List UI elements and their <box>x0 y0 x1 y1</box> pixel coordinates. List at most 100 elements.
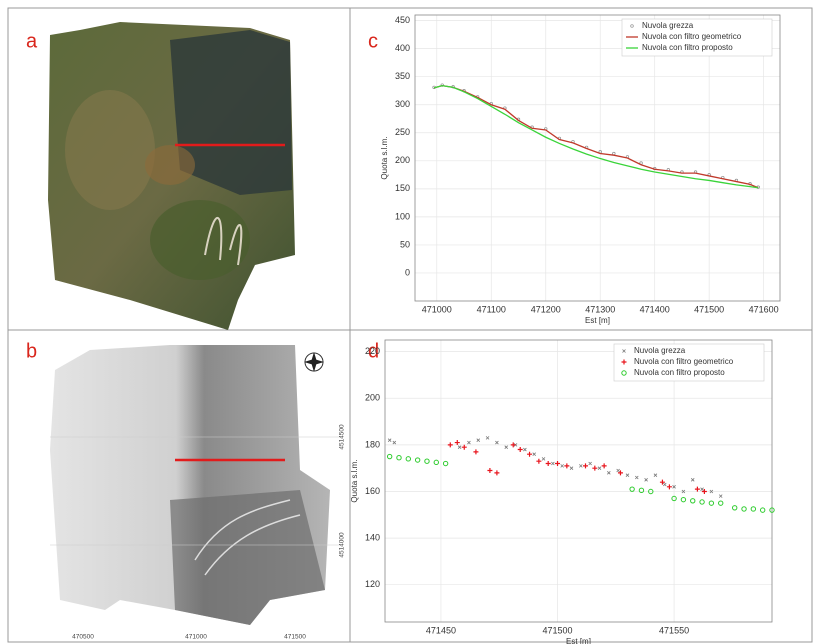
plot-area <box>385 340 772 622</box>
point <box>387 454 391 458</box>
x-tick-label: 471100 <box>477 304 506 314</box>
point <box>406 457 410 461</box>
point <box>760 508 764 512</box>
point <box>455 440 460 445</box>
x-tick-label: 471500 <box>694 304 724 314</box>
point <box>511 442 516 447</box>
point <box>654 474 657 477</box>
point <box>397 455 401 459</box>
legend-label: Nuvola con filtro geometrico <box>642 32 742 41</box>
point <box>645 478 648 481</box>
panel-label: a <box>26 30 38 52</box>
point <box>494 470 499 475</box>
point <box>527 452 532 457</box>
point <box>607 471 610 474</box>
point <box>691 499 695 503</box>
y-tick-label: 220 <box>365 346 380 356</box>
x-axis-label: Est [m] <box>585 316 610 325</box>
point <box>639 488 643 492</box>
point <box>681 497 685 501</box>
y-tick-label: 100 <box>395 211 410 221</box>
y-axis-label: Quota s.l.m. <box>380 136 389 179</box>
point <box>592 466 597 471</box>
point <box>663 483 666 486</box>
x-tick-label: 471450 <box>426 625 456 635</box>
y-tick-label: 50 <box>400 239 410 249</box>
map-tick-label: 471000 <box>185 634 207 641</box>
y-tick-label: 400 <box>395 43 410 53</box>
map-tick-label: 4514000 <box>339 532 346 558</box>
map-tick-label: 471500 <box>284 634 306 641</box>
point <box>635 476 638 479</box>
point <box>434 460 438 464</box>
y-tick-label: 120 <box>365 579 380 589</box>
point <box>719 501 723 505</box>
line <box>434 86 758 188</box>
point <box>667 484 672 489</box>
point <box>393 441 396 444</box>
point <box>462 445 467 450</box>
figure: a b 470500 471000 471500 4514500 4514000… <box>0 0 813 644</box>
point <box>546 461 551 466</box>
point <box>742 507 746 511</box>
y-tick-label: 350 <box>395 71 410 81</box>
point <box>630 487 634 491</box>
x-tick-label: 471200 <box>531 304 561 314</box>
panel-label: b <box>26 340 37 362</box>
point <box>486 436 489 439</box>
x-tick-label: 471600 <box>749 304 779 314</box>
point <box>388 439 391 442</box>
point <box>523 448 526 451</box>
page: {"panels": {"a": "a", "b": "b", "c": "c"… <box>0 0 813 644</box>
point <box>505 446 508 449</box>
point <box>495 441 498 444</box>
point <box>533 453 536 456</box>
x-tick-label: 471550 <box>659 625 689 635</box>
point <box>415 458 419 462</box>
point <box>536 459 541 464</box>
y-axis-label: Quota s.l.m. <box>350 459 359 502</box>
point <box>695 487 700 492</box>
y-tick-label: 450 <box>395 15 410 25</box>
point <box>602 463 607 468</box>
y-tick-label: 150 <box>395 183 410 193</box>
point <box>751 507 755 511</box>
point <box>477 439 480 442</box>
legend-label: Nuvola grezza <box>642 21 694 30</box>
y-tick-label: 300 <box>395 99 410 109</box>
point <box>443 461 447 465</box>
point <box>613 152 616 155</box>
point <box>732 506 736 510</box>
x-tick-label: 471300 <box>585 304 615 314</box>
point <box>709 501 713 505</box>
point <box>701 488 704 491</box>
point <box>555 461 560 466</box>
legend-label: Nuvola grezza <box>634 346 686 355</box>
point <box>473 449 478 454</box>
x-tick-label: 471500 <box>542 625 572 635</box>
legend-label: Nuvola con filtro geometrico <box>634 357 734 366</box>
y-tick-label: 140 <box>365 532 380 542</box>
legend-label: Nuvola con filtro proposto <box>634 368 725 377</box>
point <box>570 467 573 470</box>
x-axis-label: Est [m] <box>566 637 591 644</box>
point <box>487 468 492 473</box>
point <box>425 459 429 463</box>
point <box>626 474 629 477</box>
point <box>691 478 694 481</box>
y-tick-label: 200 <box>365 393 380 403</box>
point <box>579 464 582 467</box>
x-tick-label: 471400 <box>640 304 670 314</box>
aerial-image <box>48 22 295 330</box>
point <box>458 446 461 449</box>
point <box>617 469 620 472</box>
legend-label: Nuvola con filtro proposto <box>642 43 733 52</box>
map-tick-label: 4514500 <box>339 424 346 450</box>
y-tick-label: 160 <box>365 486 380 496</box>
point <box>719 495 722 498</box>
point <box>561 464 564 467</box>
y-tick-label: 250 <box>395 127 410 137</box>
panel-label: c <box>368 30 378 52</box>
